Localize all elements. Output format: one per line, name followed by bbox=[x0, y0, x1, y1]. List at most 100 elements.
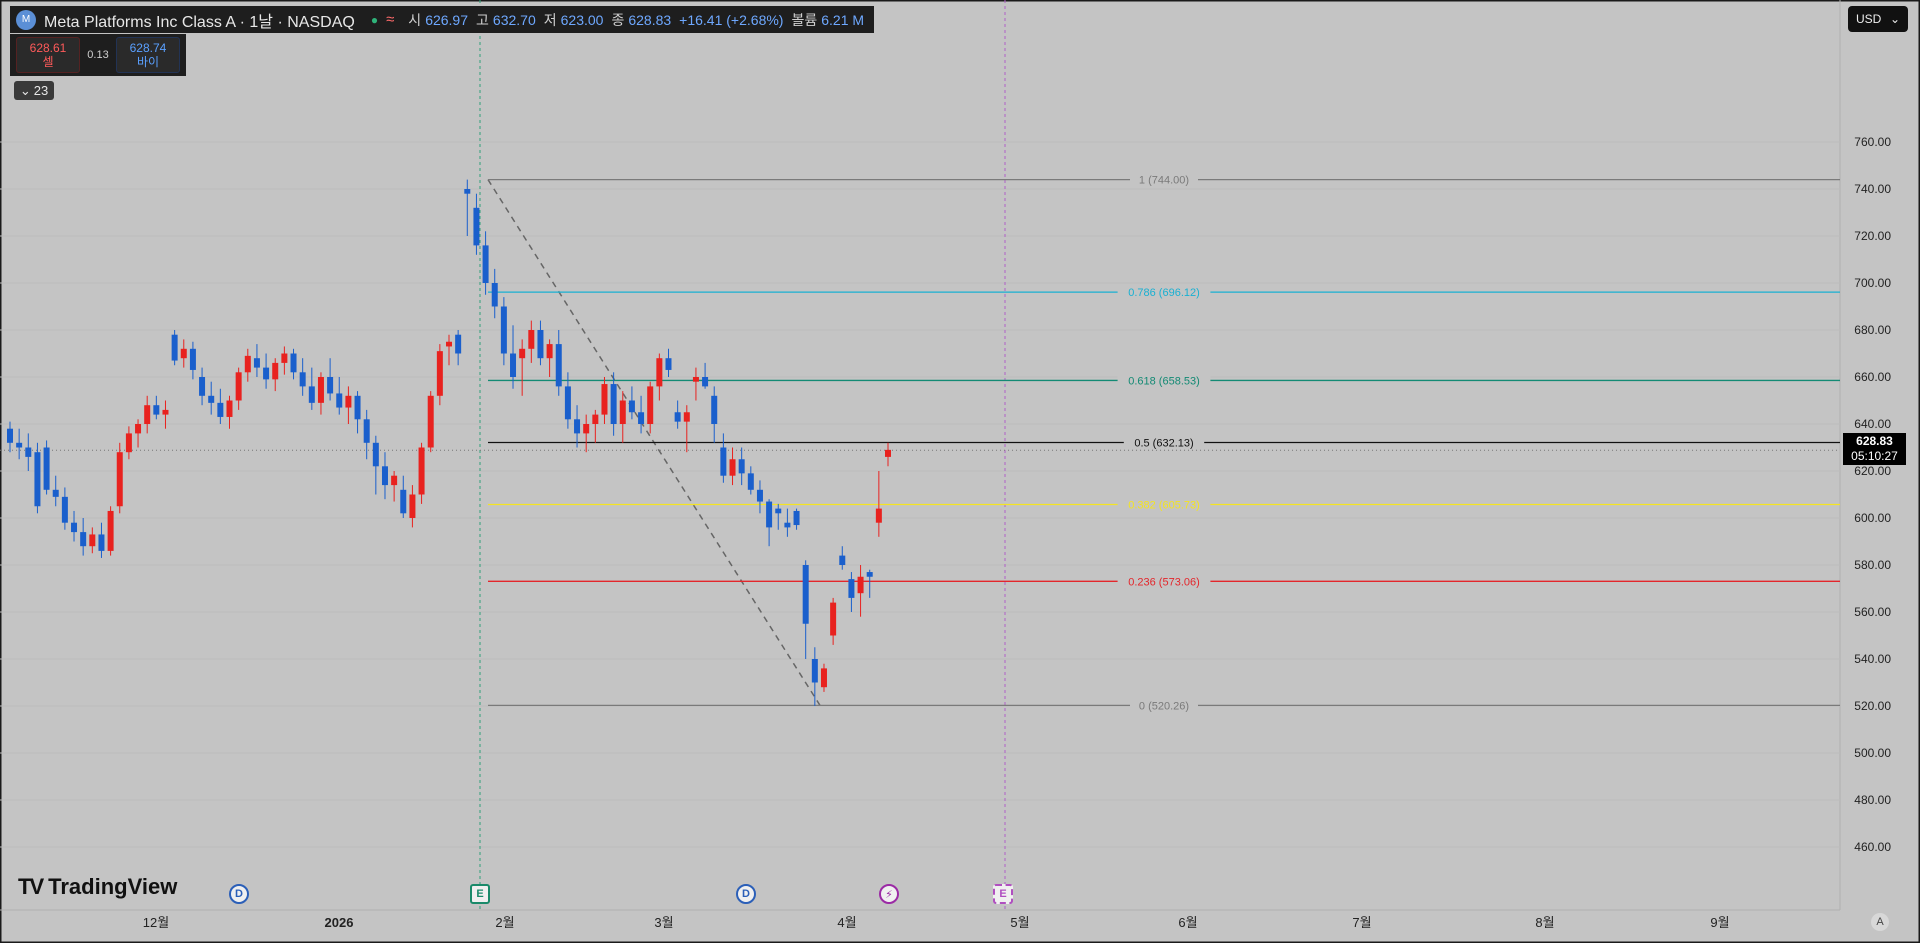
candle-body[interactable] bbox=[135, 424, 142, 434]
candle-body[interactable] bbox=[436, 351, 443, 396]
candle-body[interactable] bbox=[107, 510, 114, 551]
dividend-marker[interactable]: D bbox=[229, 884, 249, 904]
candle-body[interactable] bbox=[583, 424, 590, 434]
candle-body[interactable] bbox=[692, 377, 699, 382]
candle-body[interactable] bbox=[784, 522, 791, 528]
candle-body[interactable] bbox=[125, 433, 132, 453]
dividend-marker[interactable]: D bbox=[736, 884, 756, 904]
earnings-marker[interactable]: E bbox=[470, 884, 490, 904]
candle-body[interactable] bbox=[756, 489, 763, 502]
candle-body[interactable] bbox=[500, 306, 507, 354]
candle-body[interactable] bbox=[592, 414, 599, 424]
candle-body[interactable] bbox=[802, 565, 809, 624]
candle-body[interactable] bbox=[482, 245, 489, 283]
candle-body[interactable] bbox=[619, 400, 626, 425]
candle-body[interactable] bbox=[418, 447, 425, 495]
candle-body[interactable] bbox=[647, 386, 654, 424]
candle-body[interactable] bbox=[546, 344, 553, 359]
candle-body[interactable] bbox=[336, 393, 343, 408]
candle-body[interactable] bbox=[820, 668, 827, 688]
candle-body[interactable] bbox=[272, 362, 279, 380]
candle-body[interactable] bbox=[363, 419, 370, 443]
candle-body[interactable] bbox=[80, 532, 87, 547]
candle-body[interactable] bbox=[116, 452, 123, 507]
indicators-toggle-button[interactable]: ⌄ 23 bbox=[14, 81, 54, 100]
candle-body[interactable] bbox=[89, 534, 96, 547]
sell-button[interactable]: 628.61 셀 bbox=[16, 37, 80, 73]
candle-body[interactable] bbox=[555, 344, 562, 387]
candle-body[interactable] bbox=[866, 572, 873, 577]
candle-body[interactable] bbox=[656, 358, 663, 387]
candle-body[interactable] bbox=[766, 501, 773, 528]
candle-body[interactable] bbox=[98, 534, 105, 551]
candle-body[interactable] bbox=[720, 447, 727, 476]
candle-body[interactable] bbox=[473, 207, 480, 246]
candle-body[interactable] bbox=[244, 355, 251, 373]
candle-body[interactable] bbox=[638, 412, 645, 424]
candle-body[interactable] bbox=[857, 576, 864, 594]
candle-body[interactable] bbox=[281, 353, 288, 363]
candle-body[interactable] bbox=[391, 475, 398, 486]
candle-body[interactable] bbox=[738, 459, 745, 474]
candle-body[interactable] bbox=[875, 508, 882, 523]
candle-body[interactable] bbox=[290, 353, 297, 373]
candle-body[interactable] bbox=[491, 283, 498, 307]
candle-body[interactable] bbox=[208, 395, 215, 403]
candle-body[interactable] bbox=[189, 348, 196, 370]
candle-body[interactable] bbox=[510, 353, 517, 378]
candle-body[interactable] bbox=[674, 412, 681, 422]
candle-body[interactable] bbox=[528, 330, 535, 349]
future-earnings-marker[interactable]: E bbox=[993, 884, 1013, 904]
candle-body[interactable] bbox=[345, 395, 352, 408]
candle-body[interactable] bbox=[217, 402, 224, 417]
candle-body[interactable] bbox=[7, 428, 13, 443]
candle-body[interactable] bbox=[372, 442, 379, 467]
candle-body[interactable] bbox=[162, 409, 169, 415]
currency-select[interactable]: USD ⌄ bbox=[1848, 6, 1908, 32]
candle-body[interactable] bbox=[711, 395, 718, 424]
candle-body[interactable] bbox=[537, 330, 544, 359]
symbol-legend[interactable]: M Meta Platforms Inc Class A · 1날 · NASD… bbox=[10, 6, 875, 33]
candle-body[interactable] bbox=[610, 384, 617, 424]
candle-body[interactable] bbox=[235, 372, 242, 401]
candle-body[interactable] bbox=[61, 496, 68, 523]
candle-body[interactable] bbox=[665, 358, 672, 370]
candle-body[interactable] bbox=[574, 419, 581, 434]
candle-body[interactable] bbox=[144, 405, 151, 424]
candle-body[interactable] bbox=[226, 400, 233, 417]
candle-body[interactable] bbox=[180, 348, 187, 359]
candle-body[interactable] bbox=[839, 555, 846, 565]
candle-body[interactable] bbox=[308, 386, 315, 403]
candle-body[interactable] bbox=[747, 473, 754, 490]
candle-body[interactable] bbox=[400, 489, 407, 514]
candle-body[interactable] bbox=[153, 405, 160, 415]
candle-body[interactable] bbox=[327, 377, 334, 394]
candle-body[interactable] bbox=[299, 372, 306, 387]
candle-body[interactable] bbox=[199, 377, 206, 396]
candle-body[interactable] bbox=[409, 494, 416, 519]
candle-body[interactable] bbox=[464, 189, 471, 194]
candle-body[interactable] bbox=[16, 442, 23, 448]
candle-body[interactable] bbox=[43, 447, 50, 490]
candle-body[interactable] bbox=[171, 334, 178, 361]
auto-scale-button[interactable]: A bbox=[1871, 913, 1889, 931]
candle-body[interactable] bbox=[793, 510, 800, 526]
candle-body[interactable] bbox=[253, 358, 260, 368]
candle-body[interactable] bbox=[354, 395, 361, 420]
candle-body[interactable] bbox=[628, 400, 635, 413]
candle-body[interactable] bbox=[848, 579, 855, 598]
candle-body[interactable] bbox=[25, 447, 32, 457]
candle-body[interactable] bbox=[811, 659, 818, 683]
candle-body[interactable] bbox=[455, 334, 462, 354]
candle-body[interactable] bbox=[775, 508, 782, 514]
symbol-title[interactable]: Meta Platforms Inc Class A · 1날 · NASDAQ bbox=[44, 13, 355, 31]
buy-button[interactable]: 628.74 바이 bbox=[115, 37, 180, 73]
candle-body[interactable] bbox=[702, 377, 709, 387]
candle-body[interactable] bbox=[729, 459, 736, 476]
tradingview-watermark[interactable]: TV TradingView bbox=[18, 874, 177, 900]
candle-body[interactable] bbox=[885, 449, 891, 457]
candle-body[interactable] bbox=[830, 602, 837, 636]
candle-body[interactable] bbox=[427, 395, 434, 448]
candle-body[interactable] bbox=[519, 348, 526, 359]
